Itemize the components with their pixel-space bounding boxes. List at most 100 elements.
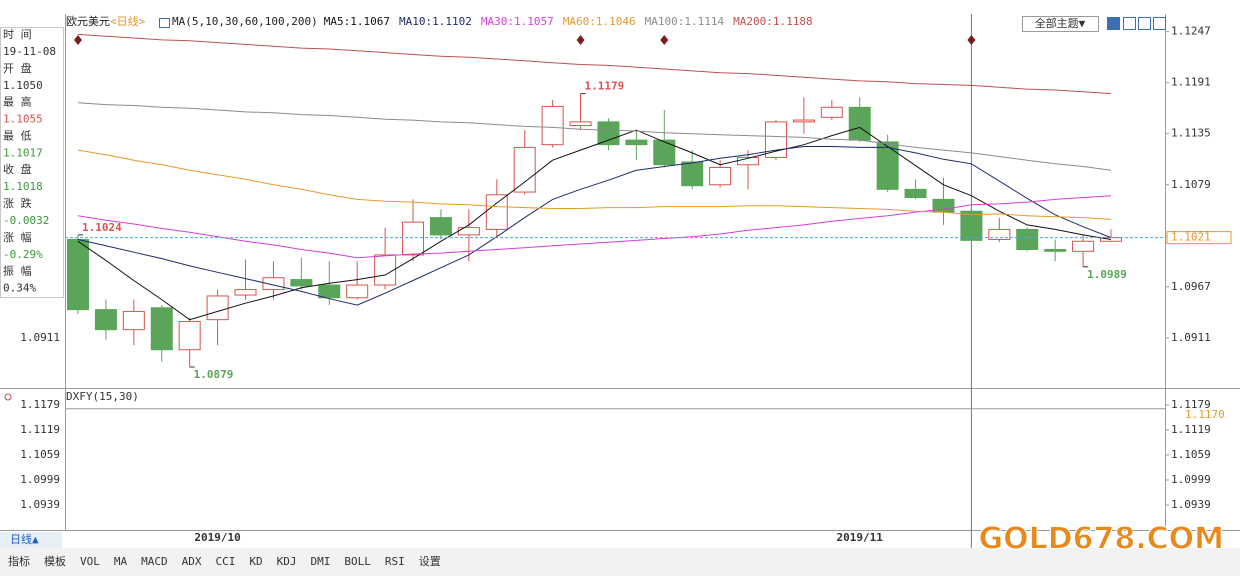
info-label: 开 盘 — [3, 61, 32, 75]
info-label: 最 高 — [3, 95, 32, 109]
y-tick-label: 1.1179 — [20, 398, 60, 411]
settings-icon[interactable] — [4, 393, 12, 401]
tab[interactable]: MACD — [141, 555, 168, 568]
candle-body — [94, 309, 117, 331]
info-panel-box — [0, 27, 64, 298]
candle-body — [625, 139, 648, 146]
candle-body — [597, 121, 620, 146]
theme-button-box[interactable] — [1022, 16, 1099, 32]
theme-button[interactable]: 全部主题▼ — [1035, 16, 1086, 30]
candle-body — [485, 194, 508, 230]
info-value: 1.1018 — [3, 180, 43, 193]
event-marker — [967, 35, 976, 45]
x-tick-label: 2019/11 — [837, 531, 884, 544]
tab[interactable]: BOLL — [344, 555, 371, 568]
tab[interactable]: ADX — [182, 555, 202, 568]
candle-body — [988, 228, 1011, 240]
tab-bar — [0, 548, 1240, 576]
period-button[interactable]: 日线▲ — [10, 532, 39, 546]
candle-body — [569, 121, 592, 127]
info-label: 振 幅 — [3, 264, 32, 278]
legend-name: MA60: — [563, 15, 596, 28]
candle-body — [374, 254, 397, 286]
icon[interactable] — [1138, 17, 1151, 30]
candle-body — [709, 166, 732, 186]
candle-body — [513, 146, 536, 193]
candle-body — [1016, 228, 1039, 250]
period: <日线> — [110, 14, 146, 28]
legend-name: MA100: — [645, 15, 685, 28]
icon[interactable] — [1123, 17, 1136, 30]
tab[interactable]: KD — [249, 555, 262, 568]
candle-body — [653, 139, 676, 166]
legend-value: 1.1188 — [773, 15, 813, 28]
candle-body — [541, 105, 564, 146]
info-label: 收 盘 — [3, 162, 32, 176]
ma-line — [77, 102, 1112, 171]
info-value: 0.34% — [3, 282, 36, 295]
y-tick-label: 1.1119 — [1171, 423, 1211, 436]
y-tick-label: 1.0967 — [1171, 280, 1211, 293]
tab[interactable]: 指标 — [8, 554, 30, 568]
candle-body — [262, 277, 285, 291]
x-tick-label: 2019/10 — [194, 531, 240, 544]
candle-body — [848, 106, 871, 141]
period-button-box[interactable] — [0, 532, 62, 548]
candle-body — [904, 188, 927, 199]
legend-name: MA200: — [733, 15, 773, 28]
toolbar-icons — [1107, 17, 1166, 30]
price-tag: 1.1021 — [1171, 231, 1211, 244]
tab[interactable]: MA — [114, 555, 128, 568]
y-tick-label: 1.1059 — [20, 448, 60, 461]
candle-body — [960, 210, 983, 241]
y-tick-label: 1.1059 — [1171, 448, 1211, 461]
candle-body — [122, 310, 145, 331]
legend-value: 1.1046 — [596, 15, 636, 28]
info-value: 19-11-08 — [3, 45, 56, 58]
legend-name: MA30: — [481, 15, 514, 28]
candle-body — [206, 295, 229, 321]
tab[interactable]: RSI — [385, 555, 405, 568]
candle-body — [67, 238, 89, 311]
tab[interactable]: VOL — [80, 555, 100, 568]
y-tick-label: 1.1119 — [20, 423, 60, 436]
ma-line — [77, 126, 1112, 321]
info-label: 涨 幅 — [3, 231, 32, 244]
watermark: GOLD678.COM — [978, 522, 1224, 557]
tab[interactable]: DMI — [311, 555, 331, 568]
tab[interactable]: CCI — [216, 555, 236, 568]
candle-body — [764, 121, 787, 158]
ma-line — [77, 195, 1112, 259]
info-value: -0.0032 — [3, 214, 49, 227]
tab[interactable]: KDJ — [277, 555, 297, 568]
info-value: -0.29% — [3, 248, 43, 261]
info-value: 1.1017 — [3, 146, 43, 159]
info-value: 1.1050 — [3, 79, 43, 92]
icon[interactable] — [1107, 17, 1120, 30]
extreme-label: 1.0989 — [1087, 268, 1127, 281]
candle-body — [290, 279, 313, 287]
price-tag-box — [1166, 231, 1232, 245]
legend-value: 1.1057 — [514, 15, 554, 28]
indicator-title: DXFY(15,30) — [66, 390, 139, 403]
candle-body — [820, 106, 843, 118]
y-tick-label: 1.0939 — [1171, 498, 1211, 511]
y-tick-label: 1.0999 — [1171, 473, 1211, 486]
tab[interactable]: 设置 — [419, 555, 441, 568]
legend-value: 1.1067 — [350, 15, 390, 28]
y-tick-label: 1.1179 — [1171, 398, 1211, 411]
y-tick-label: 1.1247 — [1171, 25, 1211, 38]
extreme-label: 1.1179 — [585, 80, 625, 93]
tab[interactable]: 模板 — [44, 554, 66, 568]
indicator-value: 1.1170 — [1185, 408, 1225, 421]
candle-body — [318, 284, 341, 299]
candle-body — [178, 320, 201, 351]
icon[interactable] — [1153, 17, 1166, 30]
candle-body — [150, 307, 173, 351]
indicator: MA(5,10,30,60,100,200) — [172, 15, 318, 28]
candle-body — [234, 289, 257, 296]
y-tick-label: 1.0999 — [20, 473, 60, 486]
event-marker — [660, 35, 669, 45]
